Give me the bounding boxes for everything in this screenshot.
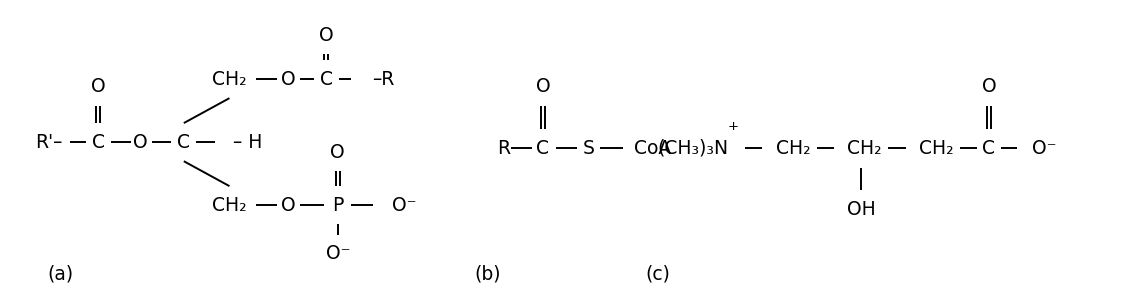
Text: O: O — [536, 77, 550, 96]
Text: C: C — [536, 139, 550, 157]
Text: O: O — [319, 26, 334, 45]
Text: OH: OH — [847, 200, 876, 219]
Text: CH₂: CH₂ — [213, 70, 247, 89]
Text: O: O — [982, 77, 997, 96]
Text: S: S — [583, 139, 594, 157]
Text: O⁻: O⁻ — [326, 244, 350, 263]
Text: O: O — [281, 196, 296, 215]
Text: CoA: CoA — [634, 139, 671, 157]
Text: R: R — [497, 139, 511, 157]
Text: (b): (b) — [474, 265, 501, 284]
Text: – H: – H — [233, 133, 262, 152]
Text: CH₂: CH₂ — [847, 139, 882, 157]
Text: (c): (c) — [646, 265, 671, 284]
Text: CH₂: CH₂ — [919, 139, 954, 157]
Text: O: O — [134, 133, 147, 152]
Text: O: O — [91, 77, 105, 96]
Text: C: C — [177, 133, 191, 152]
Text: O: O — [330, 143, 345, 162]
Text: O⁻: O⁻ — [1032, 139, 1056, 157]
Text: P: P — [333, 196, 343, 215]
Text: +: + — [728, 120, 738, 133]
Text: R'–: R'– — [35, 133, 63, 152]
Text: C: C — [320, 70, 333, 89]
Text: O⁻: O⁻ — [392, 196, 417, 215]
Text: O: O — [281, 70, 296, 89]
Text: (CH₃)₃N: (CH₃)₃N — [657, 139, 728, 157]
Text: C: C — [91, 133, 105, 152]
Text: –R: –R — [371, 70, 394, 89]
Text: CH₂: CH₂ — [213, 196, 247, 215]
Text: (a): (a) — [47, 265, 73, 284]
Text: CH₂: CH₂ — [776, 139, 810, 157]
Text: C: C — [982, 139, 996, 157]
